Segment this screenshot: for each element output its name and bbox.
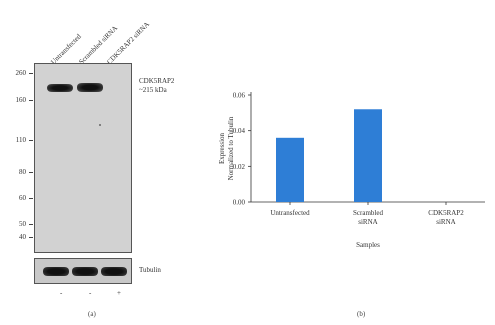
treatment-sign-lane1: -: [60, 289, 63, 297]
x-tick-label: Untransfected: [270, 209, 310, 217]
mw-tick: [29, 237, 33, 238]
mw-marker-110: 110: [15, 136, 26, 144]
mw-marker-260: 260: [15, 69, 27, 77]
mw-marker-50: 50: [19, 220, 26, 228]
mw-tick: [29, 140, 33, 141]
treatment-sign-lane3: +: [117, 289, 121, 297]
tubulin-band-3: [101, 267, 127, 276]
y-tick-label: 0.06: [233, 92, 246, 100]
tubulin-band-1: [43, 267, 69, 276]
main-blot: [34, 63, 132, 253]
bar-2: [354, 109, 382, 202]
y-tick-label: 0.04: [233, 127, 246, 135]
mw-tick: [29, 224, 33, 225]
mw-tick: [29, 172, 33, 173]
panel-b-label: (b): [357, 310, 366, 318]
bar-1: [276, 137, 304, 202]
x-axis-label: Samples: [356, 241, 380, 249]
x-tick-label: Scrambled: [353, 209, 383, 217]
y-axis-label-line1: Expression: [218, 132, 226, 164]
x-tick-label: CDK5RAP2: [428, 209, 464, 217]
panel-a-label: (a): [88, 310, 96, 318]
x-tick-label: siRNA: [436, 218, 455, 226]
band-label-name: CDK5RAP2: [139, 77, 175, 85]
mw-tick: [29, 100, 33, 101]
y-tick-label: 0.00: [233, 199, 246, 207]
treatment-sign-lane2: -: [89, 289, 92, 297]
x-tick-label: siRNA: [358, 218, 377, 226]
blot-speck: [99, 124, 101, 126]
mw-marker-80: 80: [19, 168, 26, 176]
tubulin-blot: [34, 258, 132, 284]
band-scrambled: [77, 83, 103, 92]
band-label-size: ~215 kDa: [139, 86, 167, 94]
mw-marker-60: 60: [19, 194, 26, 202]
y-axis-label-line2: Normalized to Tubulin: [227, 116, 235, 180]
tubulin-band-2: [72, 267, 98, 276]
band-untransfected: [47, 84, 73, 92]
y-tick-label: 0.02: [233, 163, 246, 171]
mw-tick: [29, 73, 33, 74]
loading-control-label: Tubulin: [139, 266, 161, 274]
mw-marker-160: 160: [15, 96, 27, 104]
mw-marker-40: 40: [19, 233, 26, 241]
mw-tick: [29, 198, 33, 199]
